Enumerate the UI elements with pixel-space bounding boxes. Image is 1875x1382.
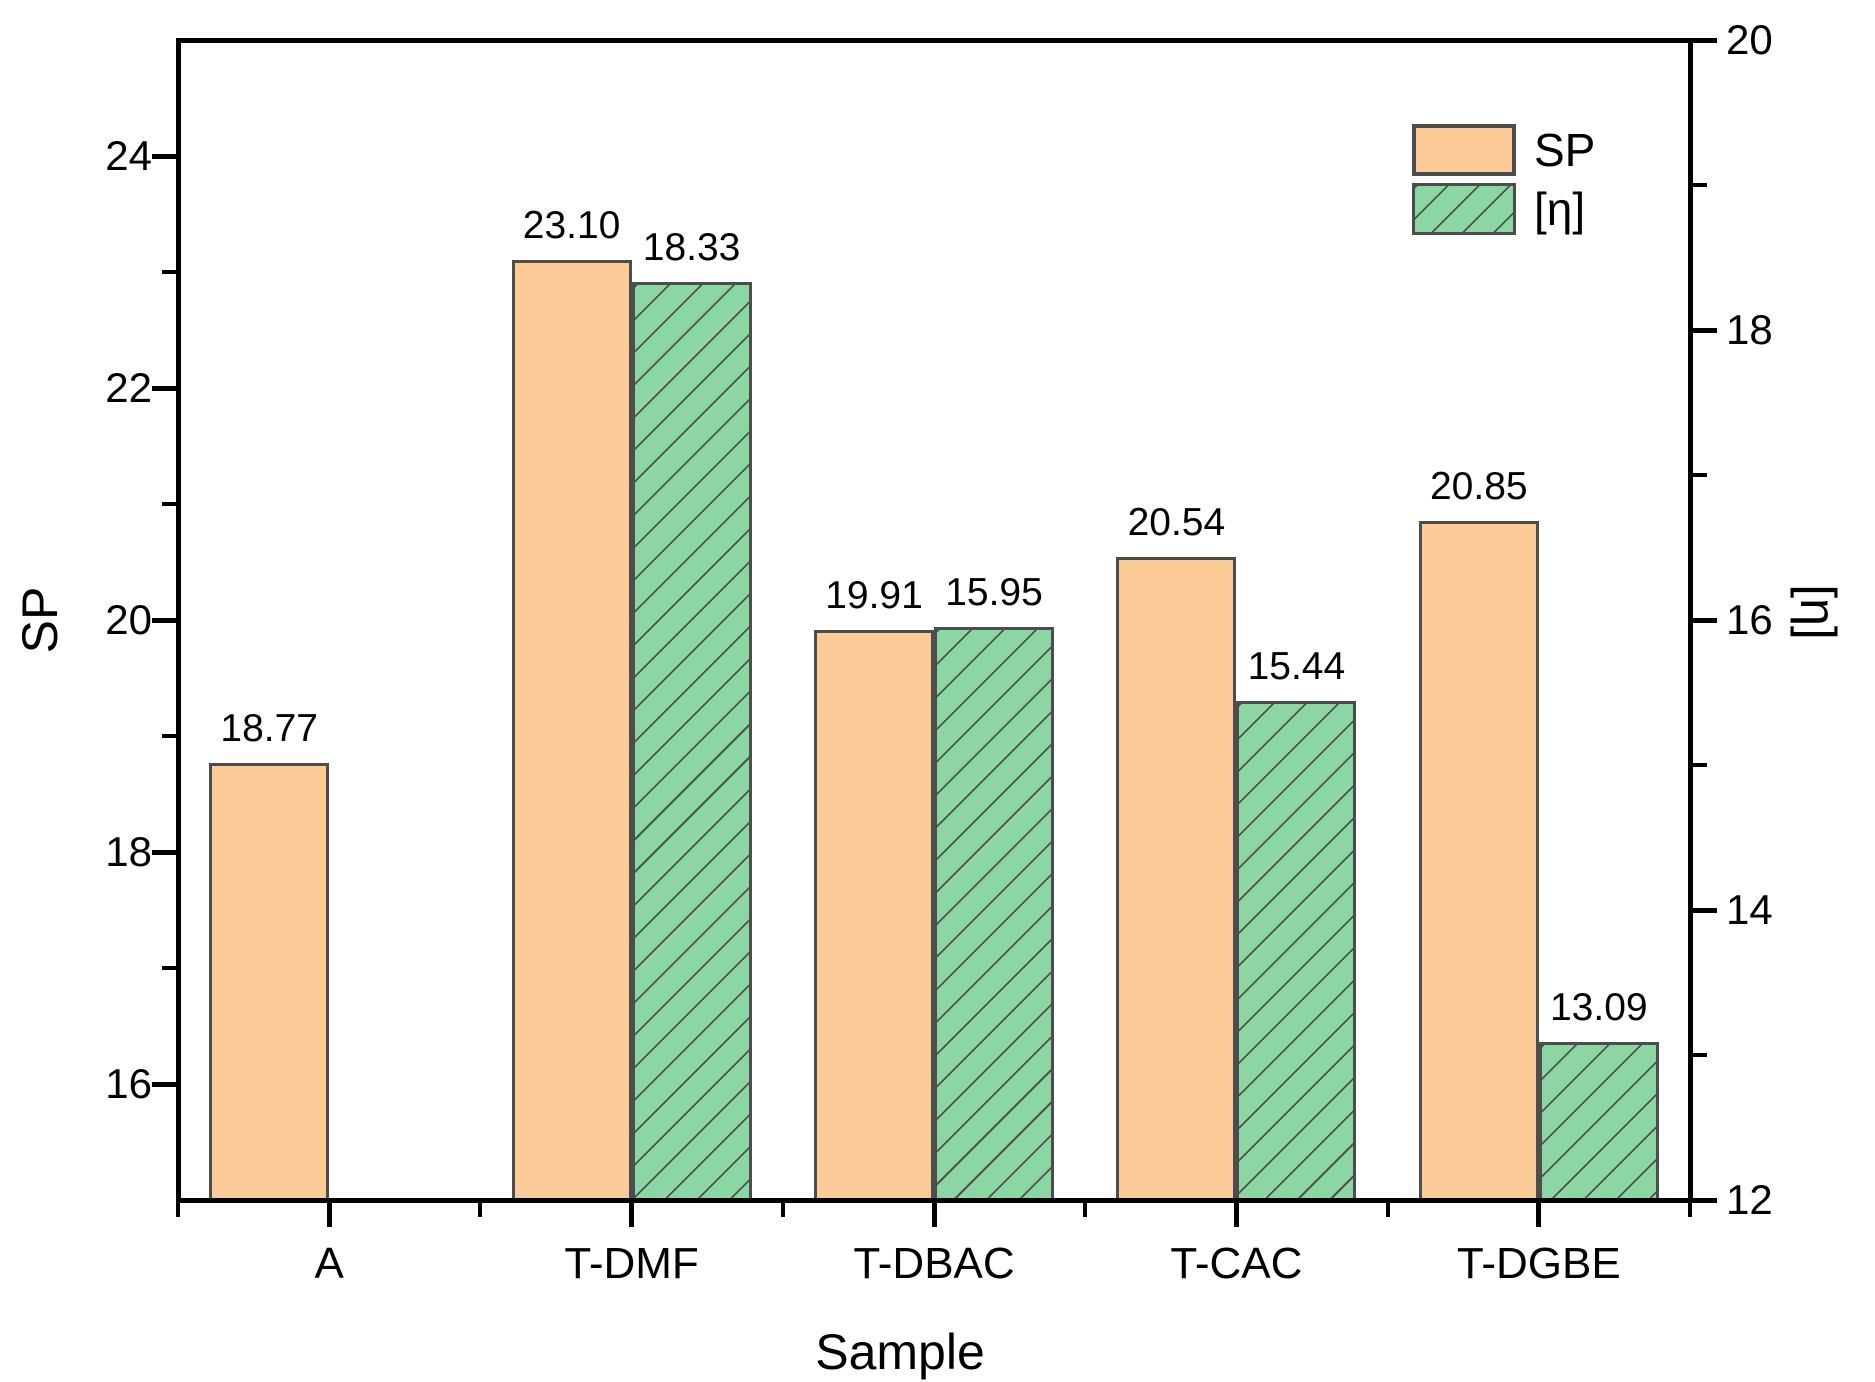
- bar-eta-T-DBAC: [934, 627, 1054, 1202]
- tick-right-minor-19: [1692, 183, 1707, 187]
- tick-right-major-14: [1692, 907, 1717, 913]
- tick-bottom-major-T-DMF: [629, 1202, 635, 1227]
- tick-bottom-minor-2: [780, 1202, 785, 1217]
- tick-left-major-20: [151, 617, 176, 623]
- tick-bottom-minor-0: [176, 1202, 180, 1217]
- tick-right-major-18: [1692, 327, 1717, 333]
- tick-label-left-24: 24: [105, 132, 152, 179]
- x-category-label-T-CAC: T-CAC: [1170, 1239, 1303, 1288]
- tick-label-right-14: 14: [1726, 886, 1773, 933]
- tick-right-minor-15: [1692, 763, 1707, 767]
- tick-bottom-minor-4: [1385, 1202, 1390, 1217]
- tick-right-major-12: [1692, 1197, 1717, 1203]
- value-label-eta-T-DGBE: 13.09: [1549, 985, 1648, 1029]
- right-y-axis-title: [η]: [1790, 584, 1846, 640]
- value-label-sp-T-DMF: 23.10: [522, 204, 621, 248]
- tick-label-right-12: 12: [1726, 1176, 1773, 1223]
- tick-bottom-minor-5: [1688, 1202, 1692, 1217]
- tick-right-minor-13: [1692, 1053, 1707, 1057]
- tick-right-major-20: [1692, 37, 1717, 43]
- tick-right-minor-17: [1692, 473, 1707, 477]
- bar-sp-T-DMF: [511, 260, 632, 1202]
- tick-left-minor-23: [161, 270, 176, 274]
- value-label-sp-T-CAC: 20.54: [1127, 501, 1226, 545]
- tick-left-major-16: [151, 1081, 176, 1087]
- bar-sp-T-DGBE: [1418, 521, 1539, 1202]
- tick-label-left-16: 16: [105, 1060, 152, 1107]
- tick-label-left-22: 22: [105, 364, 152, 411]
- tick-left-major-22: [151, 385, 176, 391]
- legend-swatch-sp-solid-orange: [1412, 124, 1516, 176]
- tick-bottom-major-A: [326, 1202, 332, 1227]
- tick-bottom-major-T-CAC: [1233, 1202, 1239, 1227]
- bar-eta-T-CAC: [1236, 701, 1357, 1202]
- x-category-label-T-DMF: T-DMF: [564, 1239, 699, 1288]
- x-category-label-T-DBAC: T-DBAC: [853, 1239, 1015, 1288]
- value-label-sp-T-DGBE: 20.85: [1429, 465, 1528, 509]
- tick-label-right-18: 18: [1726, 306, 1773, 353]
- tick-left-minor-19: [161, 734, 176, 738]
- tick-right-major-16: [1692, 617, 1717, 623]
- tick-left-major-18: [151, 849, 176, 855]
- tick-label-right-20: 20: [1726, 16, 1773, 63]
- bar-sp-T-CAC: [1116, 557, 1237, 1202]
- tick-label-left-18: 18: [105, 828, 152, 875]
- tick-left-minor-17: [161, 966, 176, 970]
- value-label-eta-T-CAC: 15.44: [1247, 645, 1346, 689]
- x-category-label-A: A: [314, 1239, 344, 1288]
- tick-left-major-24: [151, 153, 176, 159]
- tick-label-right-16: 16: [1726, 596, 1773, 643]
- value-label-sp-A: 18.77: [220, 706, 318, 750]
- tick-bottom-minor-1: [478, 1202, 483, 1217]
- value-label-sp-T-DBAC: 19.91: [825, 574, 923, 618]
- tick-left-minor-21: [161, 502, 176, 506]
- legend-swatch-eta-hatched-green: [1412, 183, 1516, 235]
- legend-label-sp: SP: [1534, 124, 1596, 176]
- tick-bottom-major-T-DBAC: [931, 1202, 937, 1227]
- x-axis-title: Sample: [815, 1324, 985, 1380]
- tick-bottom-minor-3: [1083, 1202, 1088, 1217]
- value-label-eta-T-DBAC: 15.95: [945, 571, 1043, 615]
- x-category-label-T-DGBE: T-DGBE: [1456, 1239, 1621, 1288]
- bar-eta-T-DMF: [631, 282, 752, 1202]
- plot-frame: [175, 37, 1693, 1203]
- bar-sp-A: [209, 762, 330, 1202]
- value-label-eta-T-DMF: 18.33: [642, 226, 741, 270]
- left-y-axis-title: SP: [12, 586, 68, 654]
- legend-label-eta: [η]: [1534, 183, 1586, 235]
- tick-label-left-20: 20: [105, 596, 152, 643]
- tick-bottom-major-T-DGBE: [1536, 1202, 1542, 1227]
